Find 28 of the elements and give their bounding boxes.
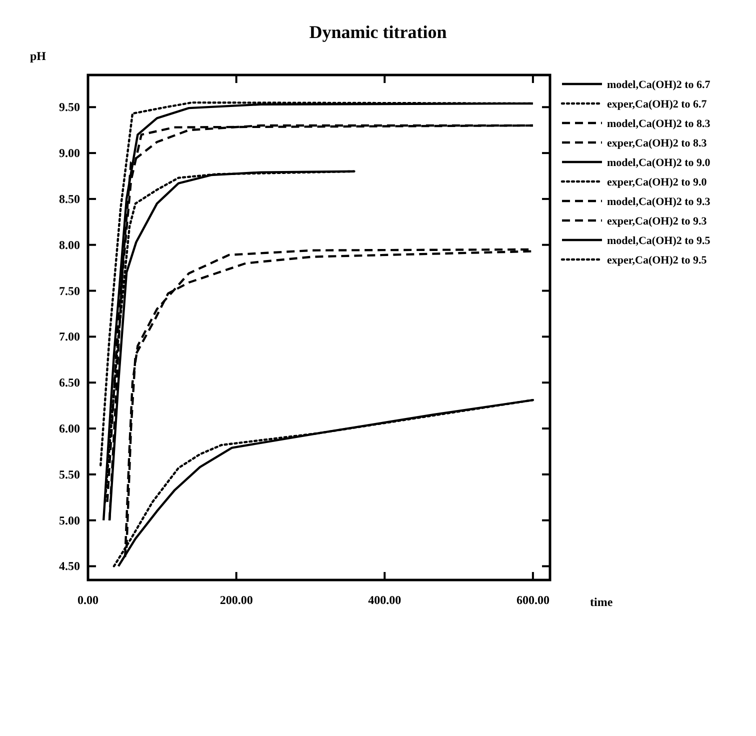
legend-label: model,Ca(OH)2 to 9.5 xyxy=(607,235,711,247)
legend-label: model,Ca(OH)2 to 9.3 xyxy=(607,196,711,208)
y-tick-label: 9.50 xyxy=(59,100,80,114)
x-tick-label: 200.00 xyxy=(220,593,253,607)
y-tick-label: 8.50 xyxy=(59,192,80,206)
legend-label: model,Ca(OH)2 to 9.0 xyxy=(607,157,711,169)
y-tick-label: 4.50 xyxy=(59,559,80,574)
y-tick-label: 9.00 xyxy=(59,146,80,160)
y-tick-label: 6.50 xyxy=(59,376,80,390)
legend-label: model,Ca(OH)2 to 8.3 xyxy=(607,118,711,130)
x-tick-label: 600.00 xyxy=(516,593,550,607)
y-axis-title: pH xyxy=(30,49,47,63)
x-tick-label: 0.00 xyxy=(78,593,98,607)
legend-label: exper,Ca(OH)2 to 8.3 xyxy=(607,138,708,150)
legend-label: exper,Ca(OH)2 to 9.0 xyxy=(607,176,708,188)
y-tick-label: 6.00 xyxy=(59,422,80,436)
y-tick-label: 5.00 xyxy=(59,513,80,528)
y-tick-label: 7.00 xyxy=(59,330,80,344)
legend-label: exper,Ca(OH)2 to 6.7 xyxy=(607,98,708,110)
x-axis-title: time xyxy=(590,595,614,609)
legend-label: exper,Ca(OH)2 to 9.3 xyxy=(607,216,708,228)
legend-label: exper,Ca(OH)2 to 9.5 xyxy=(607,254,708,266)
chart-title: Dynamic titration xyxy=(309,22,447,42)
y-tick-label: 5.50 xyxy=(59,467,80,482)
y-tick-label: 7.50 xyxy=(59,284,80,298)
legend-label: model,Ca(OH)2 to 6.7 xyxy=(607,79,711,91)
x-tick-label: 400.00 xyxy=(368,593,402,607)
y-tick-label: 8.00 xyxy=(59,238,80,252)
